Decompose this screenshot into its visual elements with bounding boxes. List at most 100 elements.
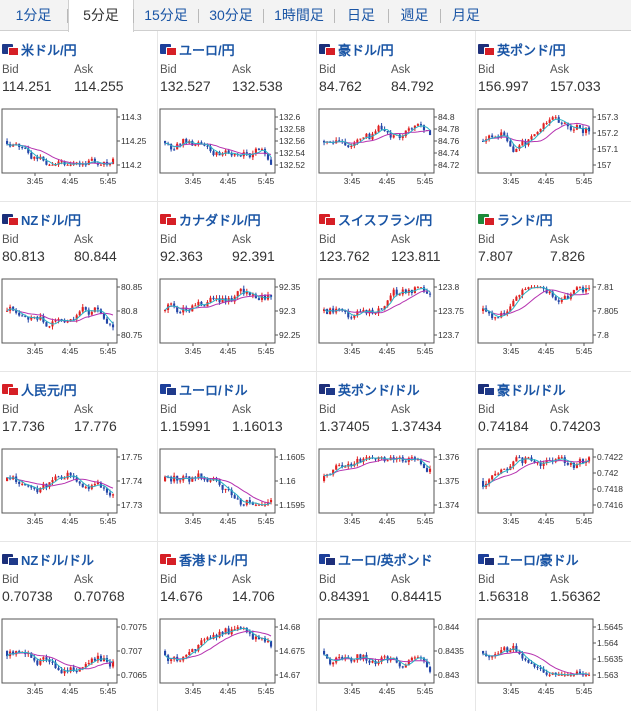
candle-body <box>539 462 542 466</box>
candle-body <box>227 488 230 490</box>
rate-panel[interactable]: ランド/円 Bid Ask 7.807 7.826 7.81 7.805 7.8 3:45 4:4… <box>476 201 631 371</box>
rate-panel[interactable]: 豪ドル/円 Bid Ask 84.762 84.792 84.8 84.78 84.76 84.… <box>317 31 475 201</box>
candle-body <box>75 315 78 320</box>
tab-4[interactable]: 1時間足 <box>274 7 324 23</box>
pair-title-link[interactable]: NZドル/円 <box>2 210 81 228</box>
rate-panel[interactable]: ユーロ/ドル Bid Ask 1.15991 1.16013 1.1605 1.16 1.15… <box>158 371 316 541</box>
price-chart: 14.68 14.675 14.67 3:45 4:45 5:45 <box>159 618 305 696</box>
candle-body <box>383 656 386 658</box>
rate-panel[interactable]: 人民元/円 Bid Ask 17.736 17.776 17.75 17.74 17.73 3:… <box>0 371 158 541</box>
pair-title-link[interactable]: ユーロ/ドル <box>160 380 248 398</box>
pair-title-link[interactable]: 豪ドル/ドル <box>478 380 566 398</box>
rate-panel[interactable]: 香港ドル/円 Bid Ask 14.676 14.706 14.68 14.675 14.67… <box>158 541 316 711</box>
pair-title-link[interactable]: 豪ドル/円 <box>319 40 394 58</box>
y-tick-label: 92.3 <box>279 306 296 316</box>
candle-body <box>81 164 84 166</box>
pair-title-link[interactable]: スイスフラン/円 <box>319 210 432 228</box>
candle-body <box>105 318 109 324</box>
pair-title-link[interactable]: 英ポンド/円 <box>478 40 566 58</box>
candle-body <box>185 654 188 657</box>
candle-body <box>48 482 51 488</box>
rate-panel[interactable]: 英ポンド/円 Bid Ask 156.997 157.033 157.3 157.2 157.… <box>476 31 631 201</box>
candle-body <box>51 661 54 663</box>
candle-body <box>245 291 248 294</box>
candle-body <box>386 656 389 661</box>
pair-title-link[interactable]: カナダドル/円 <box>160 210 261 228</box>
tab-2[interactable]: 15分足 <box>144 7 188 23</box>
ask-value: 1.37434 <box>391 418 442 434</box>
pair-title-link[interactable]: ランド/円 <box>478 210 553 228</box>
tab-6[interactable]: 週足 <box>400 7 429 23</box>
candle-body <box>521 141 524 146</box>
candle-body <box>206 145 209 147</box>
candle-body <box>542 668 545 673</box>
x-tick-label: 3:45 <box>185 686 202 696</box>
candle-body <box>6 141 9 145</box>
y-tick-label: 114.2 <box>121 160 142 170</box>
rate-panel[interactable]: 英ポンド/ドル Bid Ask 1.37405 1.37434 1.376 1.375 1.3… <box>317 371 475 541</box>
moving-average-short <box>324 125 431 146</box>
rate-panel[interactable]: NZドル/円 Bid Ask 80.813 80.844 80.85 80.8 80.75 3:… <box>0 201 158 371</box>
y-tick-label: 1.564 <box>597 638 619 648</box>
rate-panel[interactable]: ユーロ/英ポンド Bid Ask 0.84391 0.84415 0.844 0.8435 0… <box>317 541 475 711</box>
tab-1[interactable]: 5分足 <box>68 0 134 32</box>
price-chart: 92.35 92.3 92.25 3:45 4:45 5:45 <box>159 278 301 356</box>
pair-title-link[interactable]: 人民元/円 <box>2 380 77 398</box>
candle-body <box>6 651 9 657</box>
candle-body <box>90 658 93 664</box>
candle-body <box>173 303 176 307</box>
y-tick-label: 92.35 <box>279 282 301 292</box>
x-tick-label: 5:45 <box>417 346 434 356</box>
timeframe-tab-bar: 1分足 5分足 15分足 30分足 1時間足 日足 週足 月足 <box>0 0 631 32</box>
y-tick-label: 132.6 <box>279 112 301 122</box>
candle-body <box>87 663 90 665</box>
candle-body <box>111 661 115 667</box>
candle-body <box>527 287 530 290</box>
tab-7[interactable]: 月足 <box>452 7 480 23</box>
tab-0[interactable]: 1分足 <box>15 7 52 23</box>
candle-body <box>578 287 582 289</box>
pair-title-link[interactable]: ユーロ/豪ドル <box>478 550 579 568</box>
ask-value: 0.74203 <box>550 418 601 434</box>
candle-body <box>99 309 102 314</box>
y-tick-label: 132.52 <box>279 160 305 170</box>
rate-panel[interactable]: カナダドル/円 Bid Ask 92.363 92.391 92.35 92.3 92.25 3… <box>158 201 316 371</box>
rate-panel[interactable]: スイスフラン/円 Bid Ask 123.762 123.811 123.8 123.75 1… <box>317 201 475 371</box>
x-tick-label: 4:45 <box>220 686 237 696</box>
pair-title-link[interactable]: ユーロ/円 <box>160 40 235 58</box>
rate-panel[interactable]: ユーロ/豪ドル Bid Ask 1.56318 1.56362 1.5645 1.564 1.… <box>476 541 631 711</box>
pair-title-link[interactable]: 英ポンド/ドル <box>319 380 420 398</box>
currency-flag-icon <box>319 214 337 226</box>
candle-body <box>560 299 563 302</box>
candle-body <box>572 290 575 294</box>
bid-label: Bid <box>2 574 19 586</box>
rate-panel[interactable]: NZドル/ドル Bid Ask 0.70738 0.70768 0.7075 0.707 0.… <box>0 541 158 711</box>
candle-body <box>248 291 251 295</box>
pair-title-link[interactable]: ユーロ/英ポンド <box>319 550 433 568</box>
pair-title-link[interactable]: 香港ドル/円 <box>160 550 248 568</box>
pair-title-link[interactable]: NZドル/ドル <box>2 550 94 568</box>
rate-panel[interactable]: 豪ドル/ドル Bid Ask 0.74184 0.74203 0.7422 0.742 0.7… <box>476 371 631 541</box>
y-tick-label: 1.5635 <box>597 654 623 664</box>
rate-panel[interactable]: ユーロ/円 Bid Ask 132.527 132.538 132.6 132.58 132.… <box>158 31 316 201</box>
candle-body <box>257 636 260 640</box>
rate-panel[interactable]: 米ドル/円 Bid Ask 114.251 114.255 114.3 114.25 114.… <box>0 31 158 201</box>
candle-body <box>179 660 182 662</box>
bid-value: 132.527 <box>160 78 211 94</box>
tab-5[interactable]: 日足 <box>347 7 375 23</box>
candle-body <box>353 314 356 318</box>
pair-name: ユーロ/豪ドル <box>497 553 579 568</box>
pair-title-link[interactable]: 米ドル/円 <box>2 40 77 58</box>
bid-label: Bid <box>160 234 177 246</box>
tab-3[interactable]: 30分足 <box>209 7 253 23</box>
bid-value: 0.74184 <box>478 418 529 434</box>
candle-body <box>105 658 109 662</box>
x-tick-label: 3:45 <box>27 176 44 186</box>
y-tick-label: 132.58 <box>279 124 305 134</box>
y-tick-label: 84.76 <box>438 136 460 146</box>
candle-body <box>422 125 426 131</box>
candle-body <box>269 499 273 503</box>
candle-body <box>551 117 554 120</box>
candle-body <box>398 662 401 667</box>
candle-body <box>60 670 63 674</box>
